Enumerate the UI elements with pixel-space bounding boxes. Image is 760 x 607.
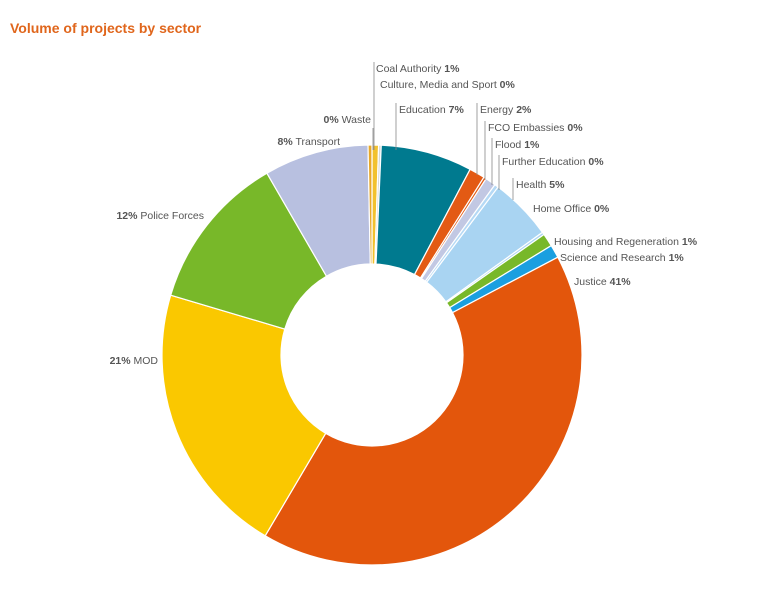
slice-waste [367,144,373,265]
slice-label-coal-authority: Coal Authority 1% [376,63,460,75]
slice-label-science-and-research: Science and Research 1% [560,252,684,264]
chart-title: Volume of projects by sector [10,20,202,36]
slice-label-transport: 8% Transport [278,136,341,148]
slice-label-education: Education 7% [399,104,464,116]
slice-label-fco-embassies: FCO Embassies 0% [488,122,583,134]
slice-mod [161,294,327,537]
slice-police-forces [169,172,328,330]
slice-label-home-office: Home Office 0% [533,203,610,215]
slice-label-further-education: Further Education 0% [502,156,604,168]
slice-label-health: Health 5% [516,179,565,191]
slice-label-flood: Flood 1% [495,139,540,151]
slice-label-housing-and-regeneration: Housing and Regeneration 1% [554,236,698,248]
slice-label-waste: 0% Waste [324,114,372,126]
slice-label-culture-media-and-sport: Culture, Media and Sport 0% [380,79,515,91]
slice-label-justice: Justice 41% [574,276,631,288]
slice-label-police-forces: 12% Police Forces [116,210,204,222]
slice-label-energy: Energy 2% [480,104,532,116]
slice-justice [264,256,583,566]
slice-label-mod: 21% MOD [110,355,159,367]
